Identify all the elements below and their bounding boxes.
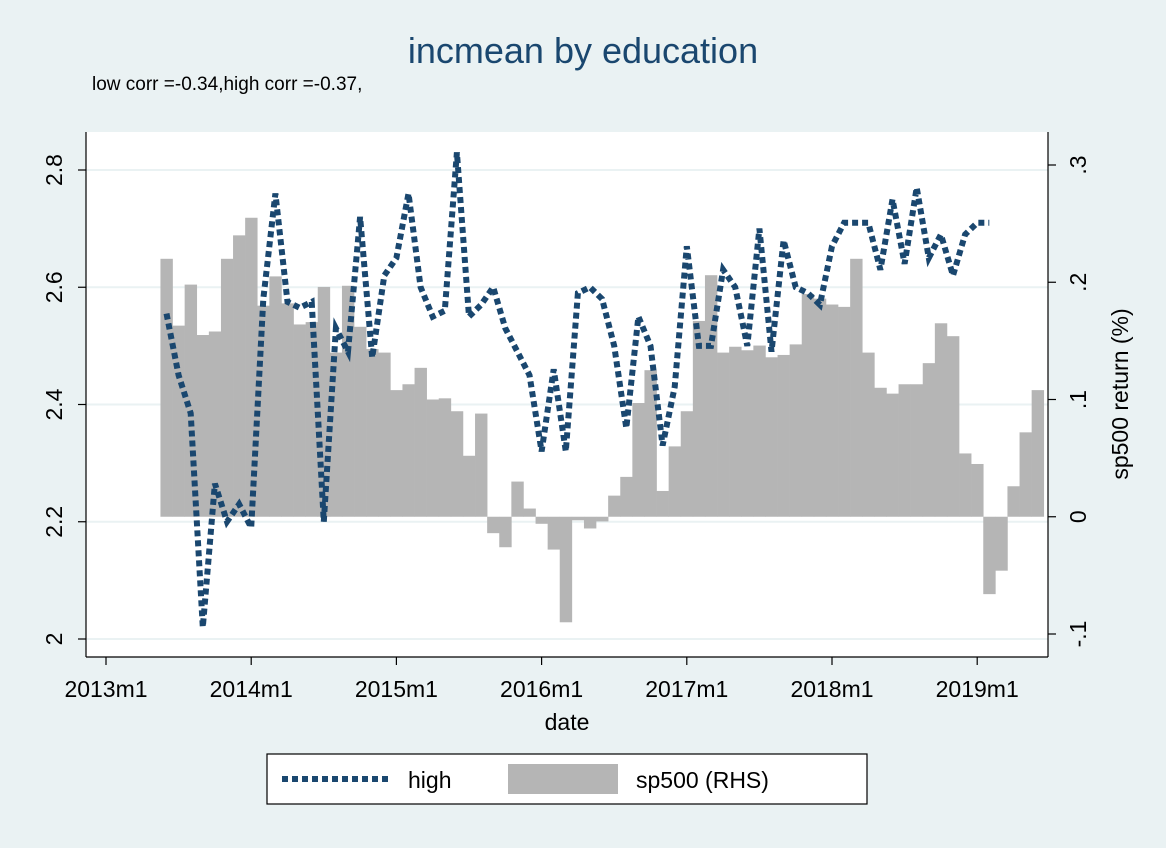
bar (257, 305, 270, 517)
bar (704, 275, 718, 517)
bar (813, 298, 827, 517)
bar (741, 350, 754, 517)
bar (402, 384, 415, 517)
bar (305, 322, 319, 517)
bar (789, 344, 803, 517)
bar (293, 324, 306, 517)
bar (922, 363, 936, 517)
bar (378, 352, 391, 517)
bar (450, 411, 464, 517)
bar (329, 352, 343, 517)
legend-label-high: high (408, 767, 451, 793)
bar (692, 320, 706, 517)
bar (208, 331, 222, 517)
y-left-tick-label: 2.2 (41, 506, 67, 538)
bar (535, 516, 548, 524)
bar (995, 516, 1008, 571)
bar (390, 390, 403, 517)
bar (499, 516, 512, 548)
bar (184, 284, 198, 517)
bar (511, 481, 524, 517)
chart-title: incmean by education (407, 30, 759, 71)
y-left-tick-label: 2.8 (41, 154, 67, 186)
bar (680, 411, 694, 517)
x-tick-label: 2014m1 (210, 676, 293, 702)
bar (487, 516, 500, 534)
bar (475, 413, 488, 517)
series-line-high (163, 152, 990, 628)
y-axis-right-label: sp500 return (%) (1107, 308, 1133, 479)
bar (910, 384, 924, 517)
bar (898, 384, 911, 517)
bar (438, 398, 452, 517)
bar (1019, 432, 1032, 517)
y-right-tick-label: .1 (1065, 390, 1091, 409)
bar (644, 370, 657, 517)
bar (632, 403, 645, 517)
x-tick-label: 2018m1 (790, 676, 873, 702)
bars-layer (160, 217, 1045, 623)
bar (838, 306, 851, 517)
bar (583, 516, 597, 529)
bar (608, 495, 621, 517)
y-left-tick-label: 2.6 (41, 271, 67, 303)
bar (571, 516, 585, 521)
bar (160, 258, 173, 517)
bar (426, 399, 440, 517)
y-right-tick-label: .2 (1065, 273, 1091, 292)
bar (547, 516, 561, 550)
bar (777, 354, 790, 517)
bar (196, 335, 210, 517)
bar (366, 349, 379, 517)
bar (765, 357, 778, 517)
y-right-tick-label: 0 (1065, 510, 1091, 523)
bar (620, 476, 633, 517)
bar (729, 346, 742, 517)
legend-swatch-sp500 (508, 764, 618, 794)
bar (946, 336, 960, 517)
bar (281, 303, 294, 517)
bar (414, 367, 427, 517)
x-tick-label: 2019m1 (936, 676, 1019, 702)
x-tick-label: 2017m1 (645, 676, 728, 702)
y-left-tick-label: 2 (41, 633, 67, 646)
bar (233, 235, 246, 517)
legend-label-sp500: sp500 (RHS) (636, 767, 769, 793)
bar (656, 490, 669, 517)
bar (523, 508, 536, 517)
bar (596, 516, 609, 522)
bar (850, 258, 863, 517)
bar (959, 453, 972, 517)
bar (983, 516, 996, 595)
bar (874, 387, 887, 517)
bar (753, 345, 766, 517)
bar (886, 393, 899, 517)
chart-subtitle: low corr =-0.34,high corr =-0.37, (92, 74, 363, 95)
bar (559, 516, 573, 623)
bar (934, 323, 948, 517)
bar (717, 352, 730, 517)
bar (462, 455, 476, 517)
axis-ticks: 2 2.2 2.4 2.6 2.8 -.1 0 .1 .2 .3 2013m1 2014m1 2015m… (41, 154, 1091, 702)
bar (269, 276, 282, 517)
bar (825, 304, 839, 517)
bar (801, 293, 815, 517)
bar (862, 352, 875, 517)
y-right-tick-label: .3 (1065, 155, 1091, 174)
x-tick-label: 2013m1 (64, 676, 147, 702)
y-left-tick-label: 2.4 (41, 388, 67, 420)
y-right-tick-label: -.1 (1065, 621, 1091, 648)
bar (220, 258, 234, 517)
x-axis-label: date (545, 709, 590, 735)
legend: high sp500 (RHS) (266, 753, 868, 805)
bar (1031, 390, 1045, 517)
bar (354, 326, 367, 517)
bar (668, 446, 682, 517)
bar (971, 463, 984, 517)
bar (1007, 486, 1020, 517)
x-tick-label: 2015m1 (355, 676, 438, 702)
x-tick-label: 2016m1 (500, 676, 583, 702)
